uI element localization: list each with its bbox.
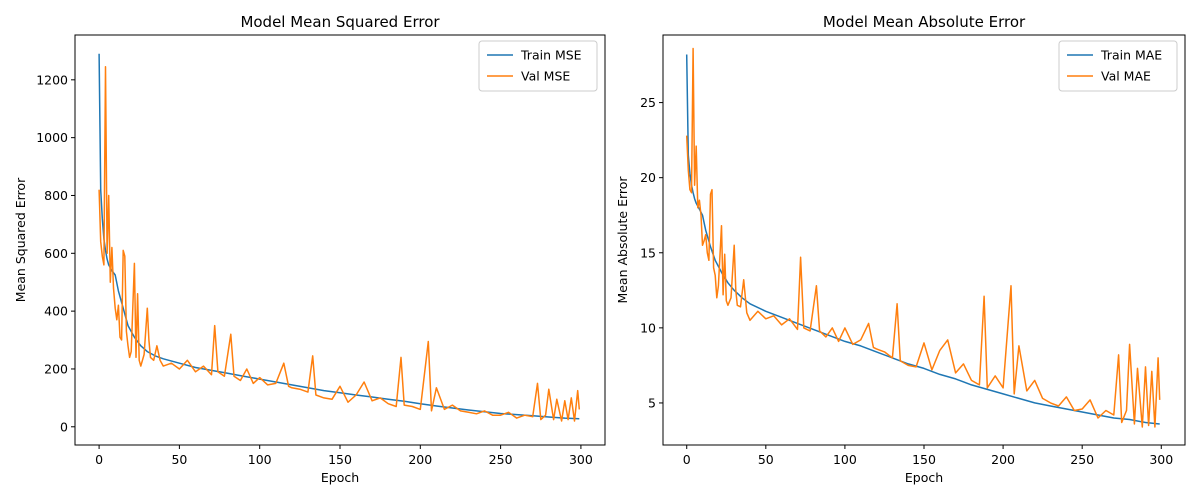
y-tick-label: 10 [640,320,656,335]
chart-panel-1: 0 50 100 150 200 250 300 5 10 15 20 25 Model Mean Ab… [615,13,1186,485]
legend: Train MSE Val MSE [478,40,598,92]
x-tick-label: 0 [683,452,691,467]
x-tick-label: 150 [328,452,352,467]
y-tick-label: 200 [44,361,68,376]
series-line-val [685,47,1161,428]
y-tick-label: 20 [640,170,656,185]
series-line-train [685,54,1160,425]
series-line-val [98,66,581,422]
x-tick-label: 250 [489,452,513,467]
x-tick-label: 50 [171,452,187,467]
chart-title: Model Mean Squared Error [240,13,440,31]
y-tick-label: 25 [640,95,656,110]
legend-label-train: Train MSE [520,48,582,63]
plot-frame [74,34,606,446]
legend-label-val: Val MAE [1101,69,1151,84]
y-tick-label: 600 [44,246,68,261]
x-tick-label: 250 [1070,452,1094,467]
x-tick-label: 100 [833,452,857,467]
y-tick-label: 0 [60,419,68,434]
y-axis-label: Mean Absolute Error [615,176,630,304]
x-axis-label: Epoch [905,470,943,485]
y-tick-label: 5 [648,395,656,410]
x-tick-label: 200 [991,452,1015,467]
chart-panel-0: 0 50 100 150 200 250 300 0 200 400 600 800 1000 1200 M… [13,13,606,485]
x-tick-label: 50 [758,452,774,467]
x-tick-label: 0 [95,452,103,467]
legend-box [1058,40,1178,92]
y-tick-label: 1200 [36,72,68,87]
x-tick-label: 100 [248,452,272,467]
y-tick-label: 1000 [36,130,68,145]
legend: Train MAE Val MAE [1058,40,1178,92]
x-tick-label: 150 [912,452,936,467]
x-axis-label: Epoch [321,470,359,485]
chart-title: Model Mean Absolute Error [823,13,1026,31]
x-tick-label: 200 [408,452,432,467]
x-tick-label: 300 [1149,452,1173,467]
legend-label-val: Val MSE [521,69,570,84]
x-tick-label: 300 [569,452,593,467]
y-tick-label: 400 [44,304,68,319]
y-axis-label: Mean Squared Error [13,177,28,302]
y-tick-label: 15 [640,245,656,260]
legend-label-train: Train MAE [1100,48,1162,63]
y-tick-label: 800 [44,188,68,203]
legend-box [478,40,598,92]
plot-frame [662,34,1186,446]
